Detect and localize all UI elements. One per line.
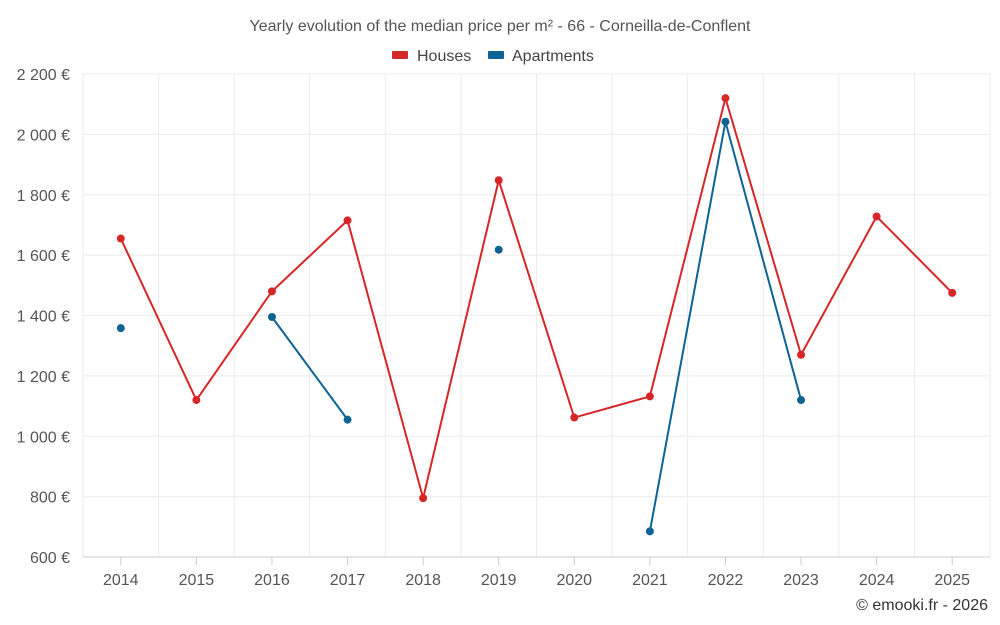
- data-point-apartments-2017[interactable]: [343, 415, 352, 424]
- data-point-apartments-2021[interactable]: [645, 527, 654, 536]
- y-tick-label: 2 000 €: [17, 127, 70, 144]
- x-tick-label: 2014: [103, 572, 139, 589]
- x-tick-label: 2021: [632, 572, 668, 589]
- x-tick-label: 2025: [934, 572, 970, 589]
- legend-item-apartments[interactable]: Apartments: [488, 48, 594, 65]
- data-point-houses-2017[interactable]: [343, 216, 352, 225]
- legend-label: Houses: [417, 48, 471, 65]
- legend-item-houses[interactable]: Houses: [392, 48, 471, 65]
- data-point-houses-2021[interactable]: [645, 392, 654, 401]
- grid: [82, 73, 991, 557]
- y-tick-label: 800 €: [30, 490, 70, 507]
- data-point-apartments-2022[interactable]: [721, 117, 730, 126]
- legend-swatch: [488, 51, 504, 59]
- data-point-houses-2014[interactable]: [116, 234, 125, 243]
- credit-text: © emooki.fr - 2026: [856, 597, 988, 614]
- data-point-houses-2020[interactable]: [570, 413, 579, 422]
- x-tick-label: 2022: [708, 572, 744, 589]
- series-line-apartments: [648, 120, 803, 532]
- x-tick-label: 2023: [783, 572, 819, 589]
- data-point-apartments-2016[interactable]: [267, 313, 276, 322]
- data-point-apartments-2023[interactable]: [797, 396, 806, 405]
- legend: Houses Apartments: [392, 48, 594, 65]
- x-tick-label: 2024: [859, 572, 895, 589]
- legend-label: Apartments: [512, 48, 594, 65]
- data-point-houses-2025[interactable]: [948, 288, 957, 297]
- x-tick-label: 2019: [481, 572, 517, 589]
- series-layer: [116, 94, 957, 536]
- data-point-houses-2019[interactable]: [494, 176, 503, 185]
- data-point-houses-2024[interactable]: [872, 212, 881, 221]
- data-point-apartments-2019[interactable]: [494, 245, 503, 254]
- data-point-houses-2015[interactable]: [192, 396, 201, 405]
- series-houses: [116, 94, 957, 503]
- y-tick-label: 1 000 €: [17, 429, 70, 446]
- y-axis: 600 € 800 € 1 000 € 1 200 € 1 400 € 1 600 € 1 …: [17, 67, 70, 567]
- data-point-houses-2023[interactable]: [797, 350, 806, 359]
- y-tick-label: 1 600 €: [17, 248, 70, 265]
- y-tick-label: 1 800 €: [17, 188, 70, 205]
- data-point-houses-2022[interactable]: [721, 94, 730, 103]
- x-tick-label: 2015: [179, 572, 215, 589]
- data-point-apartments-2014[interactable]: [116, 324, 125, 333]
- data-point-houses-2018[interactable]: [419, 494, 428, 503]
- x-tick-label: 2017: [330, 572, 366, 589]
- y-tick-label: 600 €: [30, 550, 70, 567]
- series-line-houses: [119, 97, 953, 500]
- chart-title: Yearly evolution of the median price per…: [250, 18, 752, 35]
- y-tick-label: 2 200 €: [17, 67, 70, 84]
- y-tick-label: 1 400 €: [17, 309, 70, 326]
- x-tick-label: 2018: [405, 572, 441, 589]
- series-apartments: [116, 117, 806, 536]
- x-tick-label: 2016: [254, 572, 290, 589]
- x-axis: 2014 2015 2016 2017 2018 2019 2020 2021 2022 2023…: [83, 556, 990, 589]
- series-line-apartments: [271, 316, 349, 421]
- legend-swatch: [392, 51, 408, 59]
- x-tick-label: 2020: [556, 572, 592, 589]
- y-tick-label: 1 200 €: [17, 369, 70, 386]
- data-point-houses-2016[interactable]: [267, 287, 276, 296]
